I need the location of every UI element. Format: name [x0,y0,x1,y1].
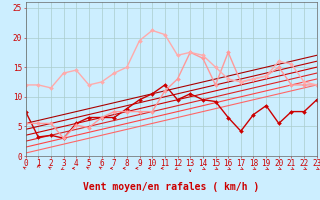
X-axis label: Vent moyen/en rafales ( km/h ): Vent moyen/en rafales ( km/h ) [83,182,259,192]
